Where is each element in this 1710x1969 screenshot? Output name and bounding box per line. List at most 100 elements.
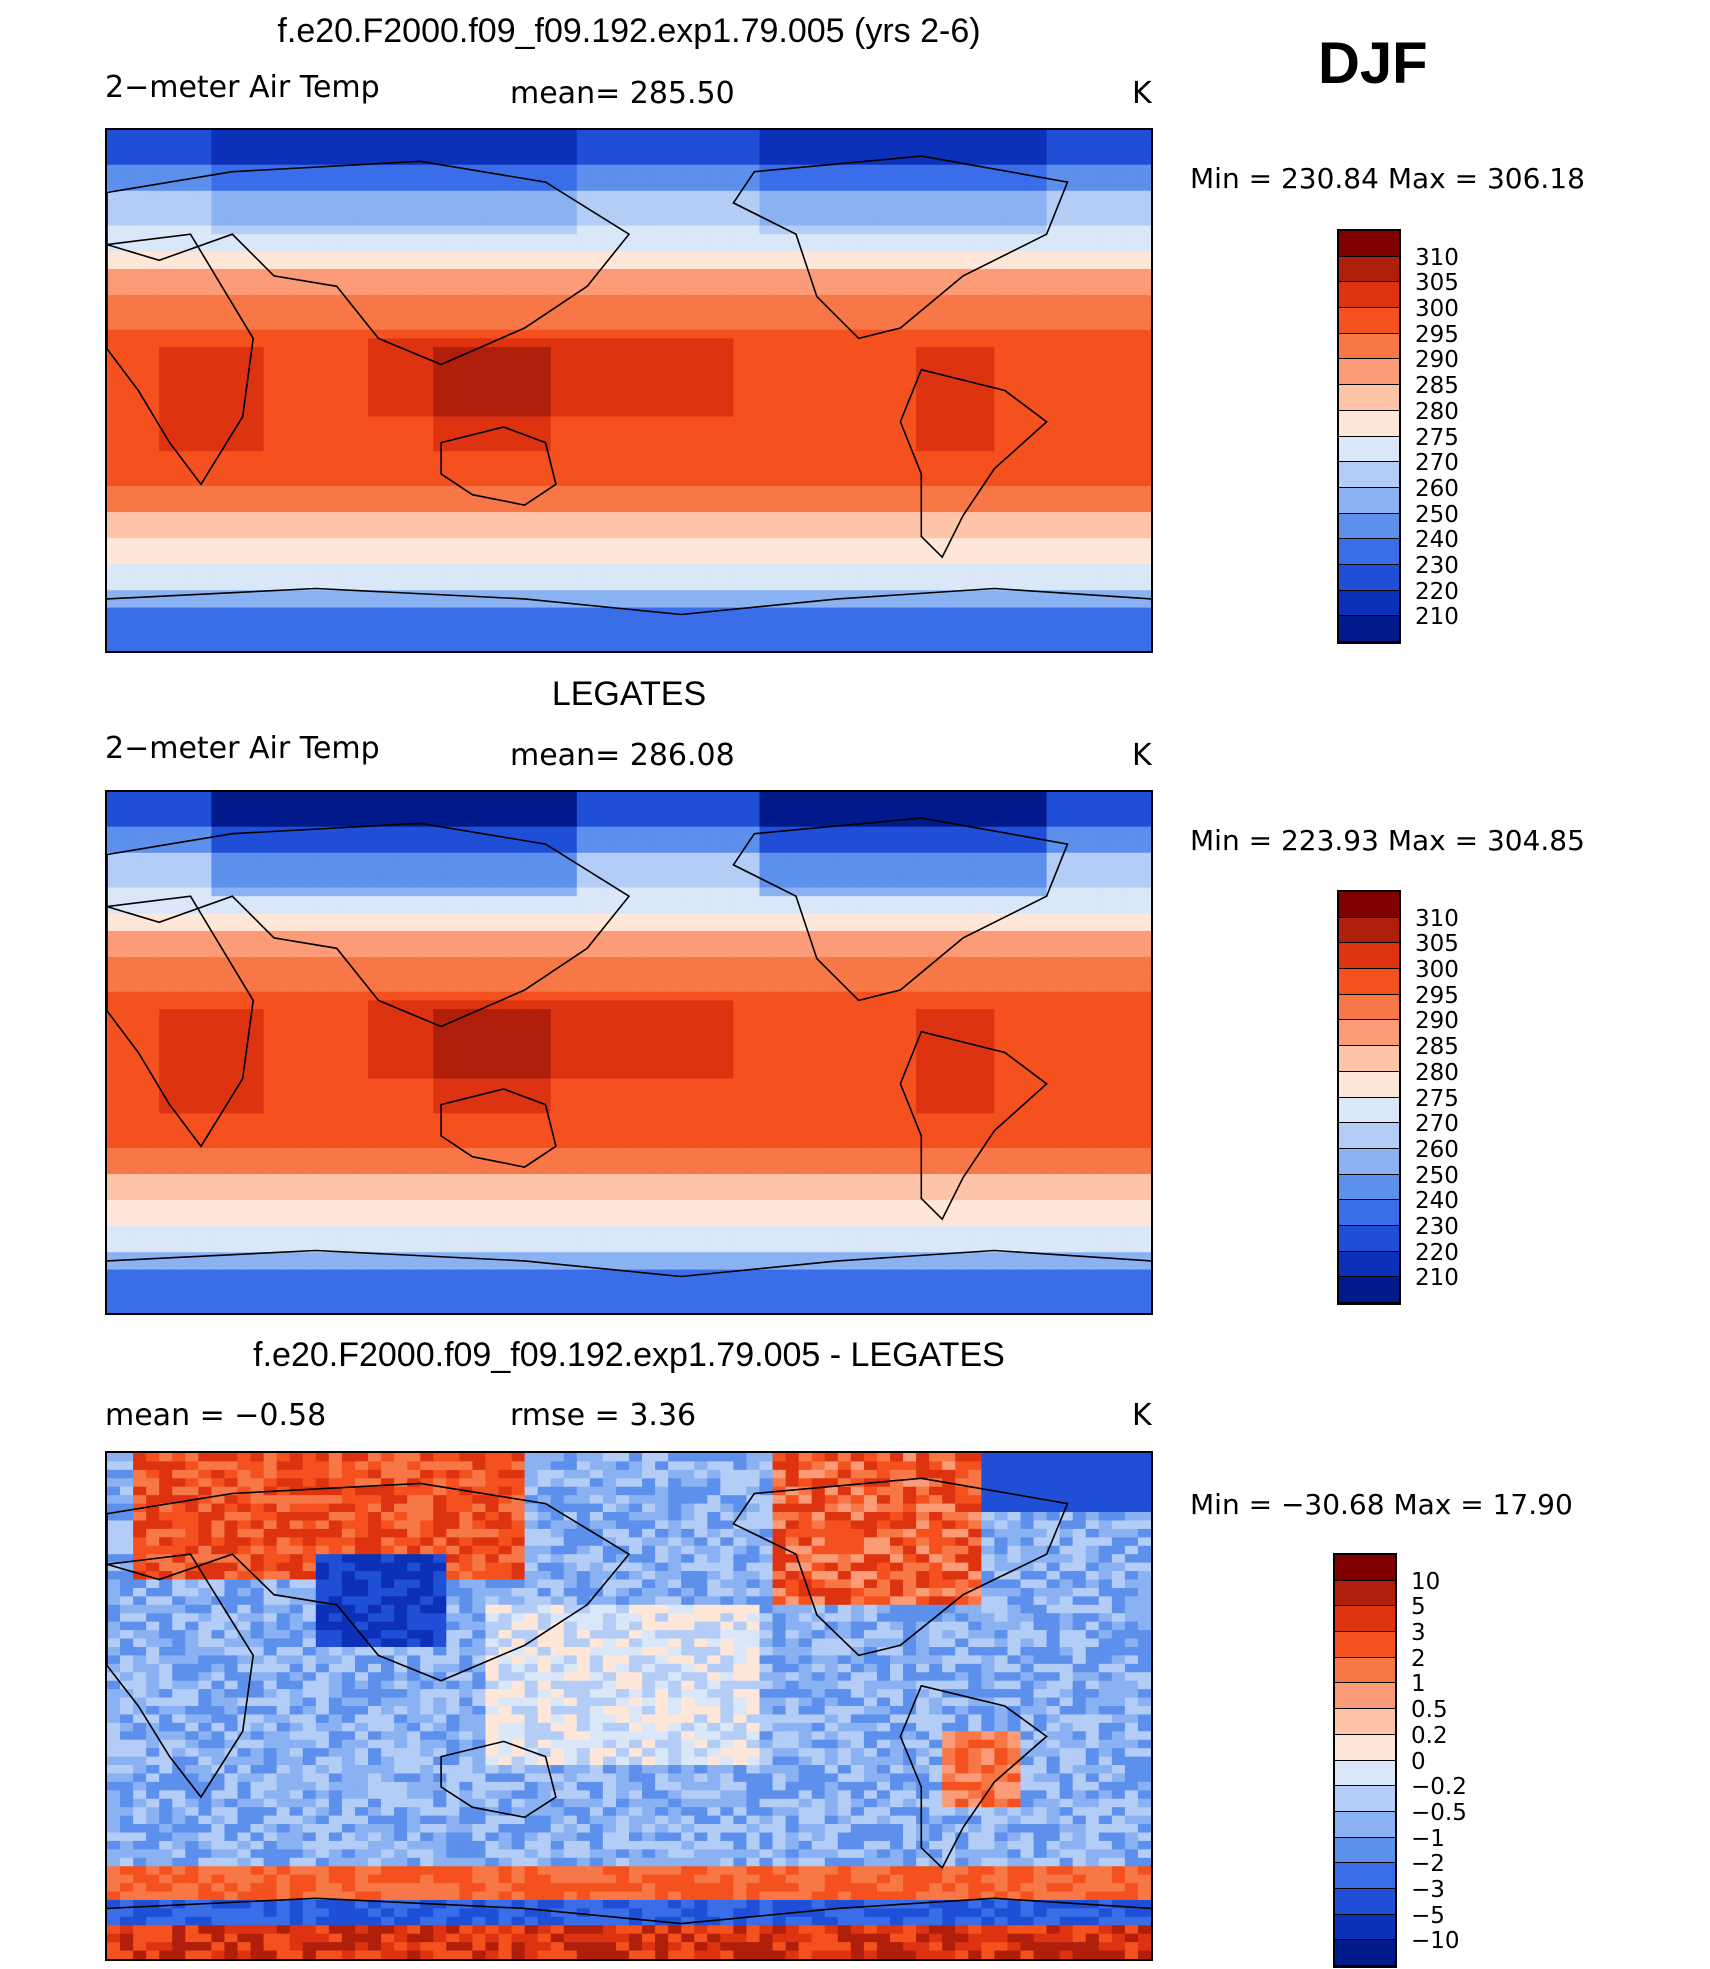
field-cell	[615, 792, 630, 802]
field-cell	[1098, 590, 1113, 600]
field-cell	[759, 164, 774, 175]
field-cell	[1124, 130, 1139, 140]
field-cell	[863, 268, 878, 279]
field-cell	[850, 546, 865, 557]
field-cell	[1098, 529, 1113, 539]
field-cell	[746, 390, 761, 400]
field-cell	[642, 442, 656, 452]
field-cell	[485, 182, 500, 192]
field-cell	[746, 468, 761, 478]
field-cell	[1098, 538, 1113, 548]
field-cell	[263, 242, 278, 253]
field-cell	[890, 598, 904, 609]
field-cell	[785, 338, 800, 348]
field-cell	[785, 190, 800, 201]
colorbar-swatch	[1339, 513, 1399, 540]
field-cell	[576, 147, 591, 157]
field-cell	[1137, 251, 1151, 261]
field-cell	[302, 294, 317, 305]
field-cell	[302, 512, 317, 522]
field-cell	[576, 520, 591, 531]
field-cell	[485, 503, 500, 513]
field-cell	[707, 294, 721, 305]
field-cell	[472, 338, 487, 348]
field-cell	[746, 364, 761, 374]
field-cell	[550, 294, 565, 305]
field-cell	[837, 590, 852, 600]
field-cell	[746, 425, 761, 435]
field-cell	[720, 512, 734, 522]
field-cell	[694, 416, 708, 426]
field-cell	[694, 234, 708, 244]
field-cell	[459, 216, 473, 227]
field-cell	[563, 216, 578, 227]
field-cell	[537, 216, 552, 227]
field-cell	[903, 234, 917, 244]
field-cell	[1020, 216, 1035, 227]
field-cell	[354, 294, 369, 305]
field-cell	[1020, 624, 1035, 635]
field-cell	[302, 390, 317, 400]
field-cell	[981, 338, 995, 348]
field-cell	[550, 182, 565, 192]
field-cell	[485, 173, 500, 183]
field-cell	[850, 190, 865, 201]
field-cell	[720, 590, 734, 600]
field-cell	[224, 425, 239, 435]
field-cell	[642, 338, 656, 348]
field-cell	[824, 364, 839, 374]
field-cell	[211, 216, 226, 227]
field-cell	[511, 190, 526, 201]
field-cell	[642, 494, 656, 504]
field-cell	[1059, 425, 1074, 435]
field-cell	[1085, 555, 1100, 565]
field-cell	[120, 425, 134, 435]
field-cell	[694, 156, 708, 166]
field-cell	[459, 147, 473, 157]
field-cell	[746, 321, 761, 331]
field-cell	[485, 416, 500, 426]
field-cell	[420, 459, 434, 470]
field-cell	[1059, 529, 1074, 539]
field-cell	[1020, 607, 1035, 617]
field-cell	[850, 329, 865, 339]
field-cell	[133, 381, 147, 392]
field-cell	[537, 156, 552, 166]
field-cell	[537, 364, 552, 374]
field-cell	[120, 312, 134, 322]
field-cell	[1085, 364, 1100, 374]
field-cell	[250, 607, 265, 617]
field-cell	[368, 303, 382, 313]
field-cell	[589, 208, 604, 218]
field-cell	[615, 503, 630, 513]
field-cell	[381, 555, 395, 565]
field-cell	[276, 381, 291, 392]
field-cell	[537, 407, 552, 418]
field-cell	[107, 407, 121, 418]
field-cell	[1111, 546, 1126, 557]
field-cell	[876, 416, 891, 426]
field-cell	[720, 190, 734, 201]
field-cell	[185, 216, 199, 227]
field-cell	[955, 425, 969, 435]
field-cell	[942, 390, 956, 400]
field-cell	[1111, 520, 1126, 531]
field-cell	[929, 225, 943, 235]
field-cell	[276, 260, 291, 270]
field-cell	[289, 607, 304, 617]
field-cell	[772, 294, 787, 305]
field-cell	[968, 399, 982, 409]
field-cell	[694, 451, 708, 461]
field-cell	[341, 268, 356, 279]
field-cell	[1046, 381, 1061, 392]
field-cell	[472, 147, 487, 157]
field-cell	[655, 581, 669, 591]
field-cell	[550, 190, 565, 201]
field-cell	[707, 286, 721, 296]
field-cell	[146, 555, 160, 565]
field-cell	[1033, 329, 1048, 339]
field-cell	[159, 312, 173, 322]
field-cell	[146, 590, 160, 600]
field-cell	[133, 390, 147, 400]
field-cell	[341, 312, 356, 322]
